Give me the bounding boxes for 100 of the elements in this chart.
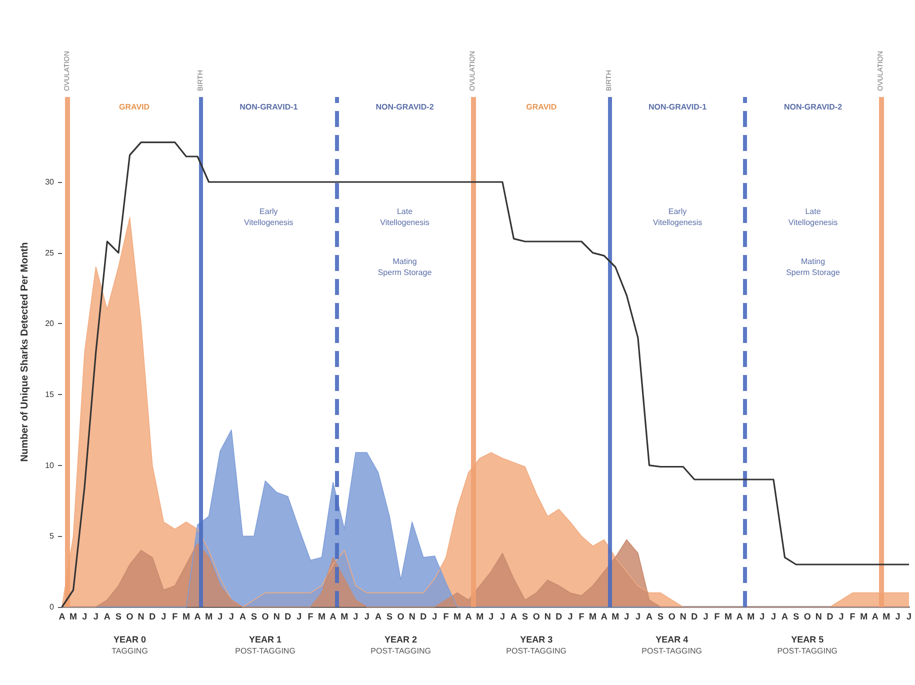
x-tick-label: M [882,612,890,622]
text: YEAR 2 POST-TAGGING [370,634,431,656]
x-tick-label: M [589,612,597,622]
x-tick-label: A [646,612,654,622]
x-tick-label: J [635,612,640,622]
annotation: Early Vitellogenesis [652,207,702,227]
x-tick-label: O [804,612,811,622]
x-tick-label: J [624,612,630,622]
x-tick-label: J [353,612,358,622]
x-tick-label: N [680,612,686,622]
x-tick-label: J [488,612,494,622]
x-tick-label: J [82,612,88,622]
x-tick-label: S [658,612,664,622]
x-tick-label: A [736,612,744,622]
annotation: Mating Sperm Storage [786,257,840,277]
x-tick-label: J [161,612,166,622]
x-tick-label: F [578,612,585,622]
annotation: Mating Sperm Storage [378,257,432,277]
x-tick-label: D [149,612,156,622]
x-tick-label: M [318,612,326,622]
x-tick-label: O [668,612,676,622]
x-tick-label: J [432,612,438,622]
annotation: NON-GRAVID-2 [784,102,843,112]
annotation: GRAVID [119,102,150,112]
text: YEAR 5 POST-TAGGING [777,634,838,656]
x-tick-label: A [58,612,66,622]
x-tick-label: S [250,612,257,622]
x-tick-label: D [556,612,563,622]
x-tick-label: N [138,612,144,622]
text: YEAR 3 POST-TAGGING [506,634,566,656]
x-tick-label: F [308,612,314,622]
y-tick-label: 25 [45,248,55,258]
x-tick-label: M [340,612,348,622]
y-tick-label: 15 [45,390,55,399]
x-tick-label: S [115,612,122,622]
x-tick-label: M [724,612,732,622]
x-tick-label: J [838,612,844,622]
x-tick-label: J [906,612,912,622]
x-tick-label: M [205,612,213,622]
y-tick-label: 10 [45,460,55,470]
x-tick-label: F [443,612,450,622]
x-tick-label: J [296,612,302,622]
x-tick-label: J [93,612,98,622]
x-tick-label: M [860,612,868,622]
x-tick-label: N [273,612,280,622]
text: YEAR 4 POST-TAGGING [642,634,702,656]
x-tick-label: A [330,612,337,622]
x-tick-label: D [420,612,428,622]
x-tick-label: F [172,612,178,622]
annotation: Late Vitellogenesis [788,207,838,227]
annotation: Late Vitellogenesis [380,207,430,227]
x-tick-label: M [454,612,462,622]
y-axis-title: Number of Unique Sharks Detected Per Month [20,242,30,462]
x-tick-label: A [194,612,202,622]
x-tick-label: N [408,612,416,622]
annotation: NON-GRAVID-2 [376,102,434,112]
x-tick-label: N [544,612,551,622]
x-tick-label: S [793,612,800,622]
annotation: GRAVID [526,102,557,112]
annotation: Early Vitellogenesis [244,207,294,227]
x-tick-label: A [782,612,789,622]
x-tick-label: M [182,612,190,622]
x-tick-label: N [815,612,822,622]
annotation: NON-GRAVID-1 [240,102,298,112]
x-tick-label: O [532,612,540,622]
x-tick-label: F [714,612,720,622]
x-tick-label: O [397,612,404,622]
x-tick-label: O [262,612,269,622]
x-tick-label: M [747,612,755,622]
x-tick-label: A [239,612,246,622]
annotation: NON-GRAVID-1 [648,102,708,112]
y-tick-label: 20 [45,319,55,328]
x-tick-label: A [465,612,472,622]
x-tick-label: O [126,612,134,622]
text: YEAR 1 POST-TAGGING [235,634,296,656]
x-tick-label: A [104,612,111,622]
x-tick-label: S [386,612,393,622]
y-tick-label: 5 [50,532,55,541]
x-tick-label: J [500,612,505,622]
x-tick-label: A [872,612,879,622]
x-tick-label: J [895,612,900,622]
x-tick-label: A [600,612,608,622]
x-tick-label: M [476,612,484,622]
x-tick-label: J [760,612,765,622]
x-tick-label: J [364,612,370,622]
x-tick-label: J [228,612,234,622]
x-tick-label: A [510,612,518,622]
x-tick-label: J [770,612,776,622]
x-tick-label: D [284,612,292,622]
x-tick-label: F [850,612,856,622]
y-tick-label: 30 [45,178,55,186]
x-tick-label: M [612,612,620,622]
x-tick-label: J [568,612,573,622]
x-tick-label: D [826,612,834,622]
x-tick-label: D [691,612,698,622]
x-tick-label: M [70,612,78,622]
x-tick-label: A [374,612,382,622]
x-tick-label: J [703,612,708,622]
x-tick-label: S [522,612,528,622]
text: YEAR 0 TAGGING [112,634,148,656]
